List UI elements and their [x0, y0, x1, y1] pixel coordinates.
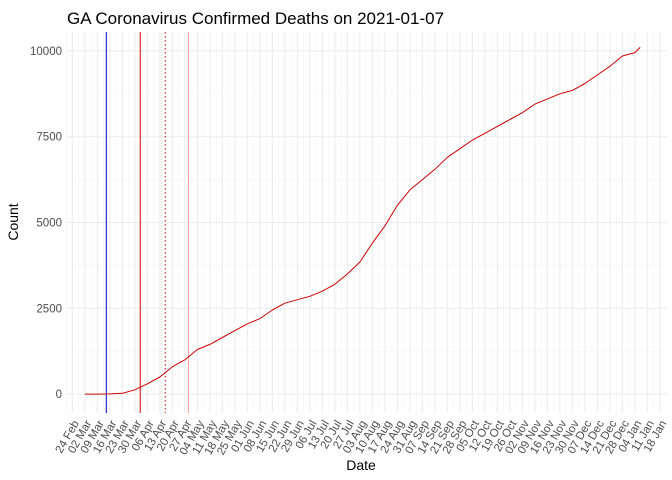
y-axis-label: Count	[5, 203, 21, 240]
y-tick-label: 2500	[36, 303, 62, 315]
y-tick-label: 5000	[36, 218, 62, 230]
reference-lines	[105, 32, 189, 413]
y-tick-label: 0	[56, 389, 62, 401]
y-tick-label: 10000	[30, 46, 62, 58]
series-group	[84, 47, 641, 395]
chart-title: GA Coronavirus Confirmed Deaths on 2021-…	[67, 9, 444, 28]
x-axis-label: Date	[346, 457, 376, 473]
major-grid	[67, 32, 667, 413]
y-axis-ticks: 0 2500 5000 7500 10000	[30, 46, 62, 401]
deaths-line	[84, 47, 641, 395]
y-tick-label: 7500	[36, 132, 62, 144]
